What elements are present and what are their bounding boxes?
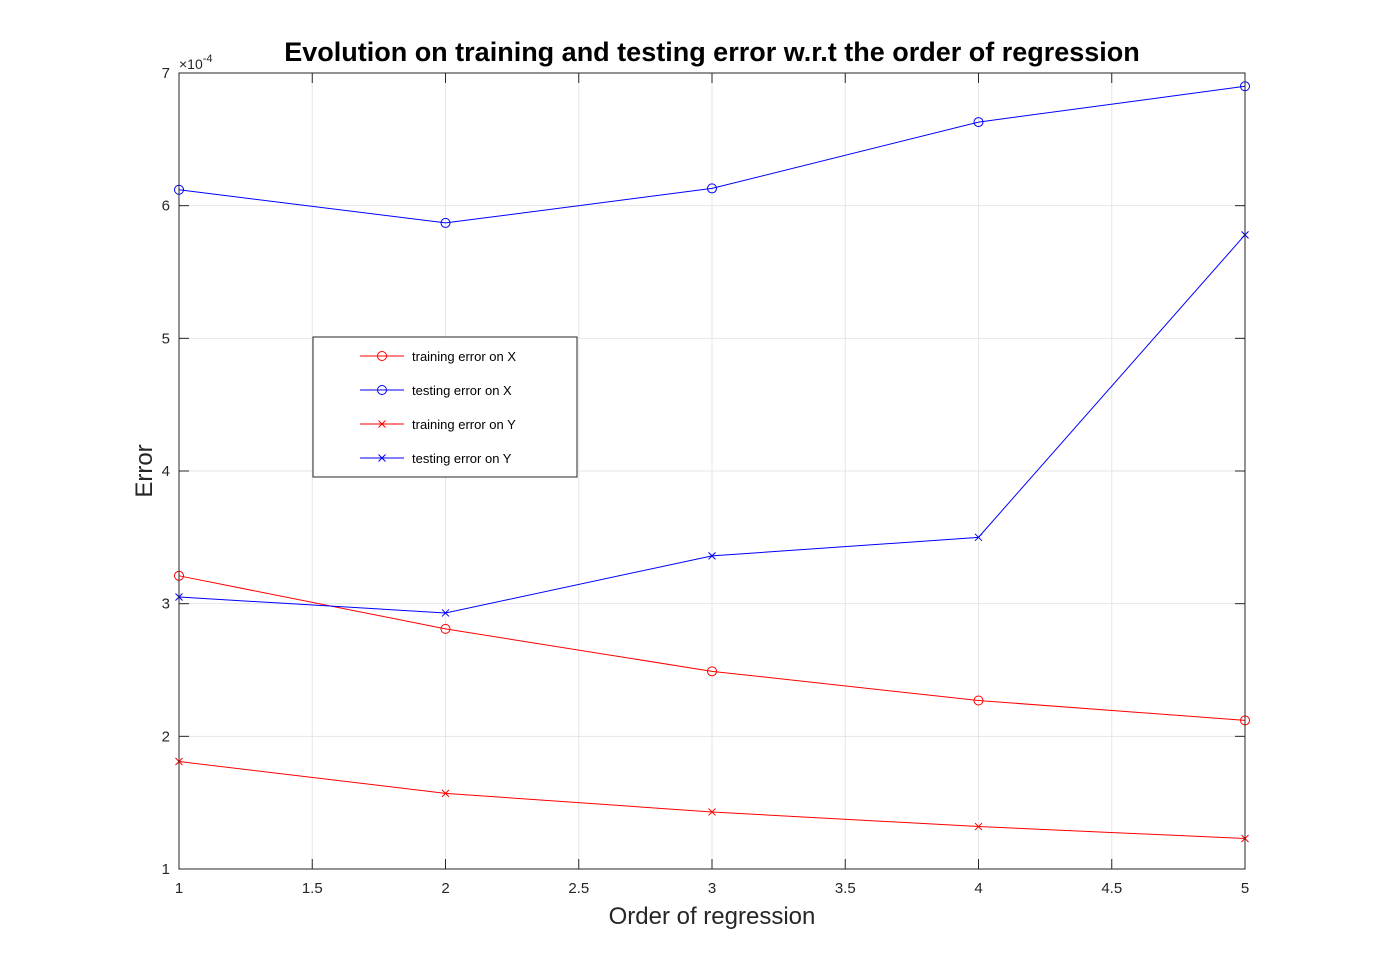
series-line [178, 85, 1246, 224]
data-point [708, 808, 716, 816]
legend-marker [378, 454, 386, 462]
legend-item: training error on X [360, 349, 516, 364]
data-point [440, 623, 451, 634]
x-tick-label: 1.5 [302, 880, 323, 897]
x-axis-label: Order of regression [609, 903, 816, 930]
x-tick-label: 4.5 [1101, 880, 1122, 897]
legend-marker [377, 385, 387, 395]
legend-label: testing error on Y [412, 451, 512, 466]
y-exponent-prefix: ×10 [179, 56, 203, 72]
x-tick-label: 5 [1241, 880, 1249, 897]
series-4 [175, 230, 1249, 617]
legend-item: testing error on X [360, 383, 512, 398]
legend-item: training error on Y [360, 417, 516, 432]
x-tick-label: 1 [175, 880, 183, 897]
y-tick-label: 3 [162, 596, 170, 613]
legend-label: testing error on X [412, 383, 512, 398]
data-point [707, 666, 717, 677]
data-point [973, 695, 984, 706]
legend-box [312, 336, 578, 478]
y-tick-label: 6 [162, 198, 170, 215]
legend-marker [377, 351, 387, 361]
legend-label: training error on Y [412, 417, 516, 432]
y-tick-label: 7 [162, 65, 170, 82]
x-tick-label: 3 [708, 880, 716, 897]
x-tick-label: 3.5 [835, 880, 856, 897]
x-axis: 1 1.5 2 2.5 3 3.5 4 4.5 5 [175, 73, 1249, 897]
y-axis-label: Error [131, 444, 158, 497]
series-line [178, 575, 1246, 721]
y-tick-label: 5 [162, 330, 170, 347]
legend-item: testing error on Y [360, 451, 512, 466]
y-tick-label: 2 [162, 728, 170, 745]
data-point [440, 217, 451, 228]
x-tick-label: 2.5 [568, 880, 589, 897]
y-exponent: -4 [203, 53, 213, 65]
series-layer [174, 81, 1250, 843]
data-point [441, 609, 450, 617]
data-point [974, 533, 983, 542]
y-tick-label: 1 [162, 861, 170, 878]
y-tick-label: 4 [162, 463, 170, 480]
data-point [707, 183, 717, 194]
x-tick-label: 4 [974, 880, 982, 897]
y-exponent-label: ×10-4 [179, 53, 213, 72]
data-point [974, 822, 983, 831]
y-axis: 1 2 3 4 5 6 7 [162, 65, 1245, 878]
data-point [973, 117, 984, 128]
x-tick-label: 2 [441, 880, 449, 897]
legend-label: training error on X [412, 349, 516, 364]
chart-title: Evolution on training and testing error … [284, 37, 1140, 67]
data-point [708, 552, 716, 560]
data-point [441, 789, 450, 798]
legend: training error on X testing error on X tra… [312, 336, 578, 478]
legend-marker [378, 420, 386, 428]
